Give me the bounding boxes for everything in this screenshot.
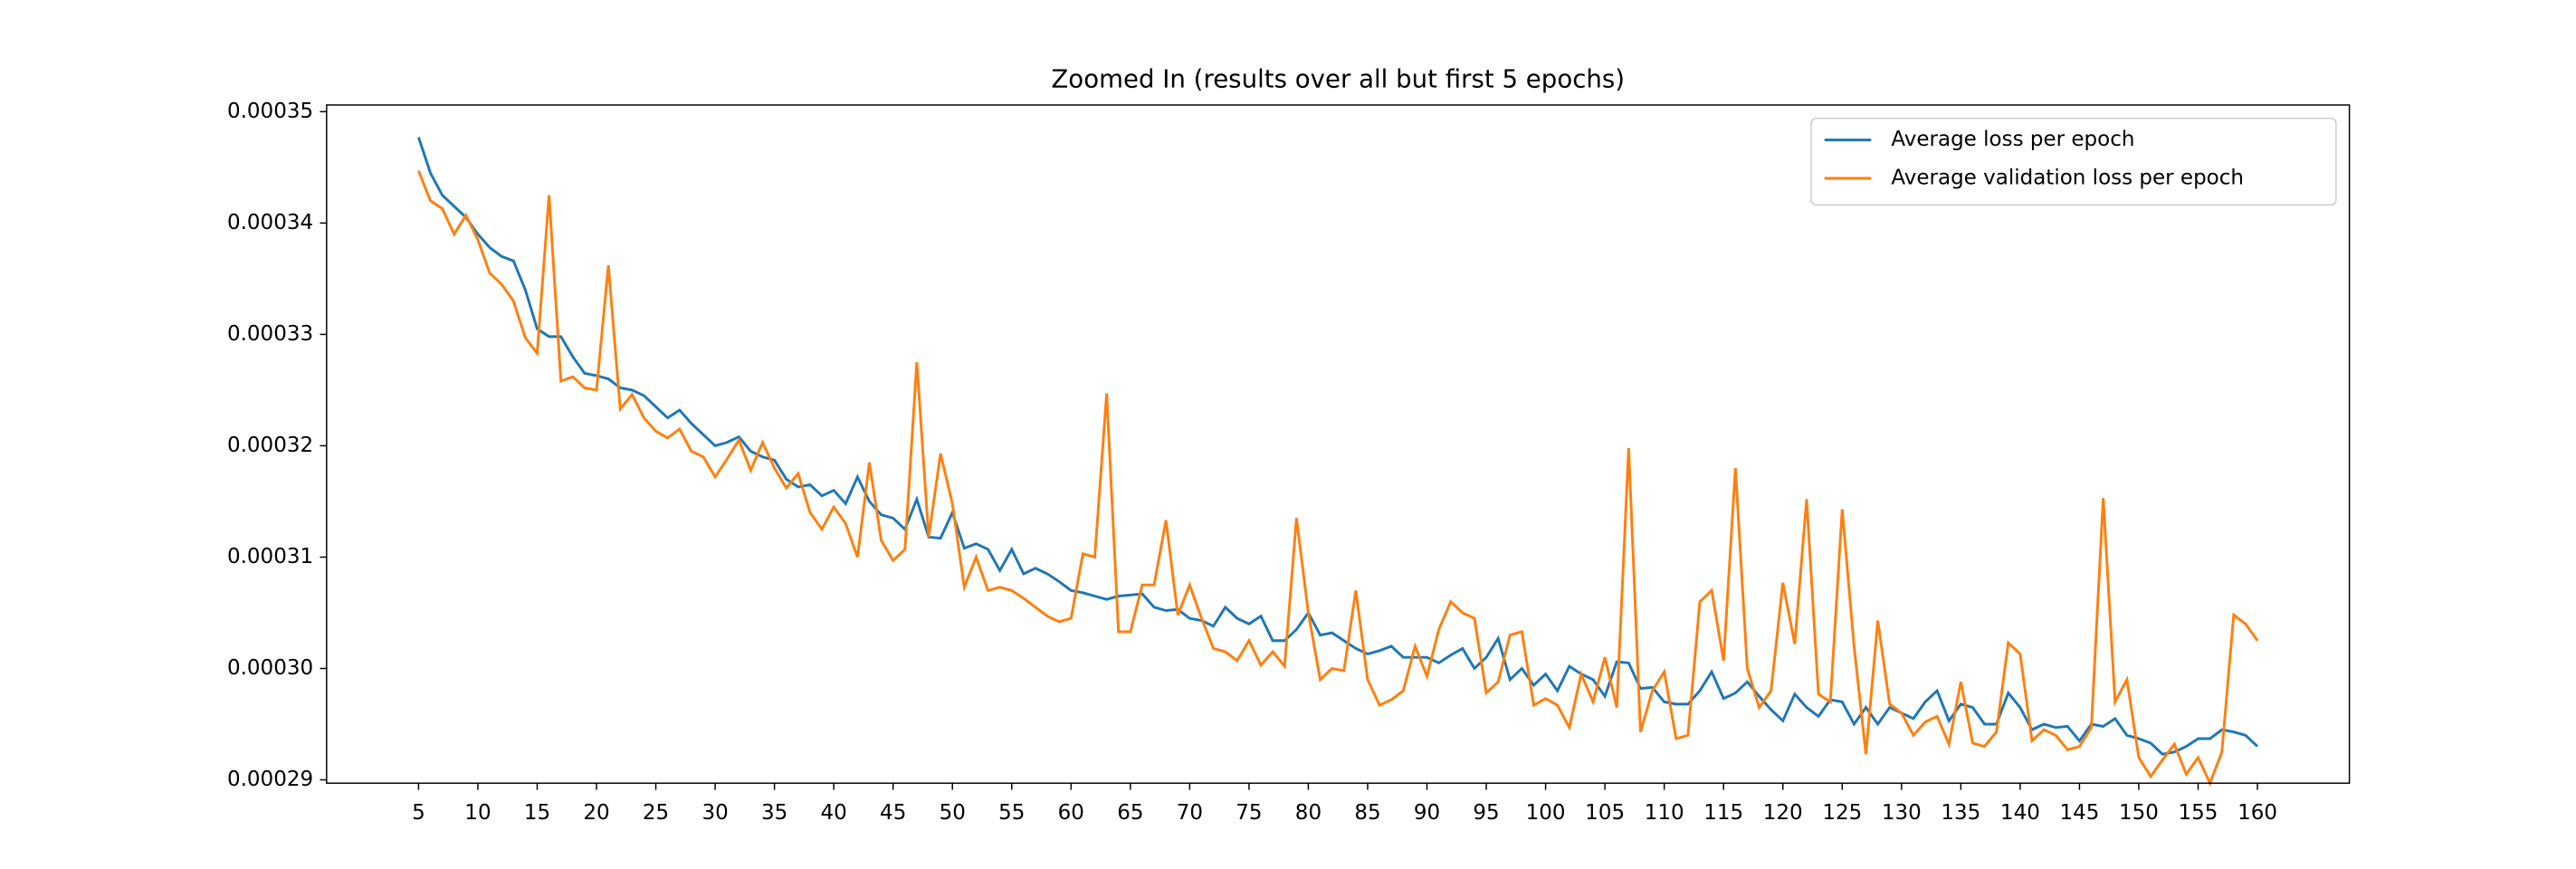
x-tick-label: 30 bbox=[701, 801, 728, 825]
x-tick-label: 25 bbox=[643, 801, 669, 825]
line-series bbox=[417, 137, 2259, 756]
plot-frame bbox=[326, 104, 2351, 784]
x-tick-label: 85 bbox=[1354, 801, 1380, 825]
legend-label: Average validation loss per epoch bbox=[1891, 166, 2244, 189]
x-tick-label: 145 bbox=[2059, 801, 2099, 825]
x-tick-label: 160 bbox=[2237, 801, 2277, 825]
y-tick-label: 0.00035 bbox=[227, 100, 313, 123]
x-tick-label: 95 bbox=[1473, 801, 1499, 825]
x-tick-label: 40 bbox=[821, 801, 847, 825]
x-tick-label: 115 bbox=[1703, 801, 1743, 825]
x-tick-label: 70 bbox=[1177, 801, 1203, 825]
legend-label: Average loss per epoch bbox=[1891, 128, 2134, 151]
x-tick-label: 45 bbox=[880, 801, 906, 825]
x-tick-label: 35 bbox=[761, 801, 787, 825]
x-tick-label: 90 bbox=[1414, 801, 1440, 825]
x-tick-label: 110 bbox=[1645, 801, 1684, 825]
x-tick-label: 50 bbox=[940, 801, 966, 825]
x-tick-label: 55 bbox=[998, 801, 1025, 825]
x-tick-label: 10 bbox=[464, 801, 491, 825]
x-tick-label: 155 bbox=[2179, 801, 2218, 825]
y-tick-label: 0.00032 bbox=[227, 434, 313, 457]
x-tick-label: 65 bbox=[1117, 801, 1143, 825]
x-tick-label: 105 bbox=[1585, 801, 1625, 825]
y-tick-label: 0.00029 bbox=[227, 768, 313, 791]
x-tick-label: 125 bbox=[1822, 801, 1862, 825]
x-tick-label: 120 bbox=[1763, 801, 1803, 825]
x-tick-label: 15 bbox=[524, 801, 550, 825]
x-tick-label: 20 bbox=[583, 801, 609, 825]
y-tick-label: 0.00034 bbox=[227, 211, 313, 234]
x-tick-label: 5 bbox=[412, 801, 425, 825]
y-tick-label: 0.00030 bbox=[227, 656, 313, 680]
y-tick-label: 0.00033 bbox=[227, 322, 313, 346]
x-tick-label: 75 bbox=[1236, 801, 1262, 825]
chart-title: Zoomed In (results over all but first 5 … bbox=[1051, 63, 1625, 93]
legend-box bbox=[1810, 117, 2337, 206]
x-tick-label: 150 bbox=[2119, 801, 2159, 825]
x-tick-label: 135 bbox=[1941, 801, 1980, 825]
line-series bbox=[417, 170, 2259, 787]
x-tick-label: 130 bbox=[1882, 801, 1922, 825]
x-tick-label: 140 bbox=[2000, 801, 2040, 825]
x-tick-label: 100 bbox=[1526, 801, 1566, 825]
y-tick-label: 0.00031 bbox=[227, 545, 313, 568]
x-tick-label: 80 bbox=[1295, 801, 1321, 825]
x-tick-label: 60 bbox=[1058, 801, 1084, 825]
